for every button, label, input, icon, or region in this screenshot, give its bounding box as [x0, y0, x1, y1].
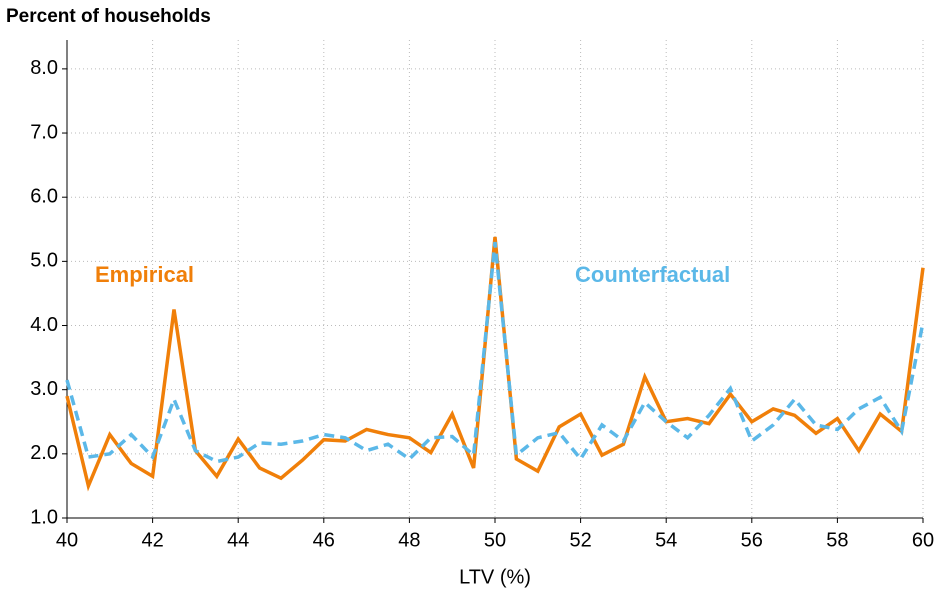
- y-tick-label: 3.0: [30, 378, 58, 400]
- y-axis-title: Percent of households: [6, 6, 211, 27]
- y-tick-label: 7.0: [30, 121, 58, 143]
- y-tick-label: 2.0: [30, 442, 58, 464]
- series-line: [65, 236, 925, 492]
- x-tick-label: 46: [313, 529, 335, 551]
- x-tick-label: 56: [741, 529, 763, 551]
- x-axis-title: LTV (%): [459, 566, 531, 588]
- y-tick-label: 4.0: [30, 314, 58, 336]
- x-tick-label: 54: [655, 529, 677, 551]
- y-tick-label: 8.0: [30, 57, 58, 79]
- x-tick-label: 52: [569, 529, 591, 551]
- series-label: Counterfactual: [575, 262, 730, 287]
- x-tick-label: 40: [56, 529, 78, 551]
- y-tick-label: 1.0: [30, 506, 58, 528]
- y-tick-label: 6.0: [30, 185, 58, 207]
- y-tick-label: 5.0: [30, 250, 58, 272]
- series-line: [65, 241, 925, 464]
- x-tick-label: 48: [398, 529, 420, 551]
- x-tick-label: 58: [826, 529, 848, 551]
- x-tick-label: 44: [227, 529, 249, 551]
- x-tick-label: 50: [484, 529, 506, 551]
- series-label: Empirical: [95, 262, 194, 287]
- x-tick-label: 60: [912, 529, 934, 551]
- x-tick-label: 42: [141, 529, 163, 551]
